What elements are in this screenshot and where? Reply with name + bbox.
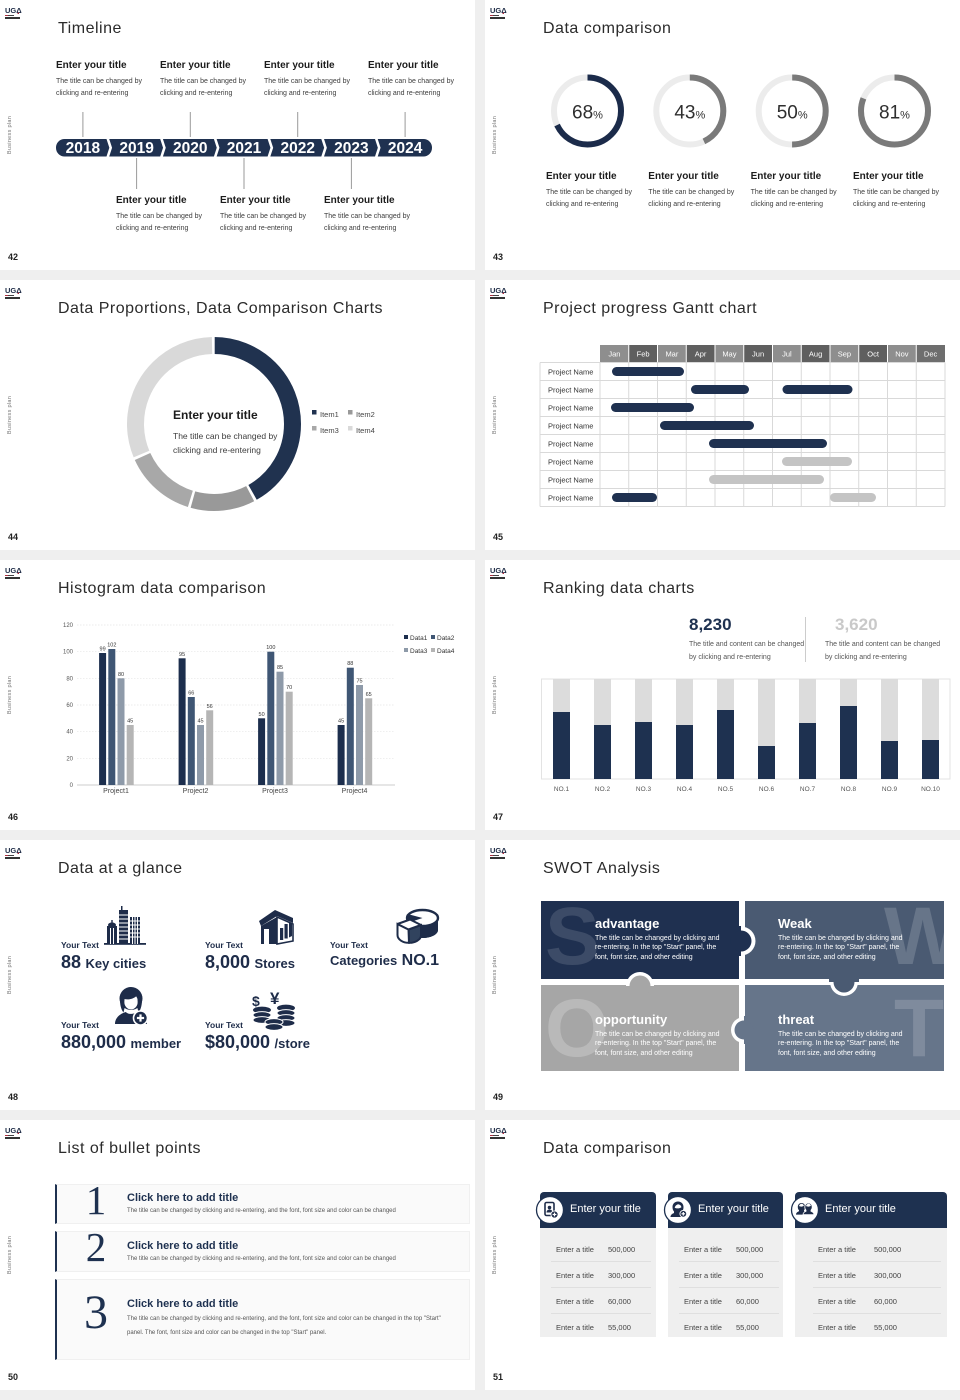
svg-text:66: 66 [188,691,194,697]
svg-text:Project Name: Project Name [548,476,593,485]
svg-text:Project2: Project2 [183,788,209,795]
svg-text:Mar: Mar [665,350,678,359]
svg-text:65: 65 [366,692,372,698]
svg-text:Project1: Project1 [103,788,129,795]
svg-text:Data2: Data2 [437,635,455,642]
svg-text:2021: 2021 [227,140,262,157]
svg-text:45: 45 [127,719,133,725]
svg-text:NO.7: NO.7 [800,786,816,793]
svg-text:Project Name: Project Name [548,440,593,449]
svg-text:Jan: Jan [608,350,620,359]
svg-text:Nov: Nov [895,350,909,359]
svg-text:85: 85 [277,665,283,671]
svg-text:50%: 50% [777,103,808,124]
svg-text:120: 120 [63,623,74,629]
svg-text:Project4: Project4 [342,788,368,795]
svg-text:80: 80 [66,676,73,682]
svg-text:NO.3: NO.3 [636,786,652,793]
svg-text:NO.9: NO.9 [882,786,898,793]
svg-text:56: 56 [207,704,213,710]
svg-text:100: 100 [266,645,275,651]
svg-text:Item4: Item4 [356,426,375,435]
svg-text:Data1: Data1 [410,635,428,642]
svg-text:Project Name: Project Name [548,494,593,503]
svg-text:0: 0 [70,783,74,789]
svg-text:2018: 2018 [66,140,101,157]
svg-text:Data4: Data4 [437,648,455,655]
svg-text:60: 60 [66,703,73,709]
svg-text:¥: ¥ [270,992,280,1008]
svg-text:Jun: Jun [752,350,764,359]
svg-text:Oct: Oct [867,350,880,359]
svg-text:Item1: Item1 [320,410,339,419]
svg-text:May: May [722,350,736,359]
svg-text:NO.6: NO.6 [759,786,775,793]
svg-text:Project3: Project3 [262,788,288,795]
svg-text:O: O [545,983,609,1074]
svg-text:88: 88 [347,661,353,667]
svg-text:100: 100 [63,650,74,656]
svg-text:2022: 2022 [280,140,314,157]
svg-text:2023: 2023 [334,140,369,157]
svg-text:$: $ [252,993,260,1009]
svg-text:NO.1: NO.1 [554,786,570,793]
svg-text:Project Name: Project Name [548,368,593,377]
svg-text:99: 99 [100,647,106,653]
svg-text:Sep: Sep [838,350,851,359]
svg-text:2024: 2024 [388,140,423,157]
svg-text:Item3: Item3 [320,426,339,435]
svg-text:Project Name: Project Name [548,458,593,467]
svg-text:102: 102 [107,643,116,649]
svg-text:NO.5: NO.5 [718,786,734,793]
svg-text:W: W [884,891,960,982]
svg-text:Dec: Dec [924,350,938,359]
svg-text:68%: 68% [572,103,603,124]
svg-text:20: 20 [66,756,73,762]
svg-text:40: 40 [66,730,73,736]
svg-text:Apr: Apr [695,350,707,359]
svg-text:2020: 2020 [173,140,207,157]
svg-text:T: T [894,983,944,1074]
svg-text:2019: 2019 [119,140,154,157]
svg-text:S: S [545,891,600,982]
svg-text:Feb: Feb [637,350,650,359]
svg-text:Aug: Aug [809,350,822,359]
svg-text:45: 45 [338,719,344,725]
svg-text:81%: 81% [879,103,910,124]
svg-text:50: 50 [259,712,265,718]
svg-text:Data3: Data3 [410,648,428,655]
svg-text:NO.2: NO.2 [595,786,611,793]
svg-text:70: 70 [286,685,292,691]
svg-text:NO.4: NO.4 [677,786,693,793]
svg-text:Item2: Item2 [356,410,375,419]
svg-text:NO.8: NO.8 [841,786,857,793]
svg-text:Project Name: Project Name [548,422,593,431]
svg-text:45: 45 [197,719,203,725]
svg-text:43%: 43% [674,103,705,124]
svg-text:80: 80 [118,672,124,678]
svg-text:95: 95 [179,652,185,658]
svg-text:Jul: Jul [782,350,792,359]
svg-text:NO.10: NO.10 [921,786,940,793]
svg-text:75: 75 [356,679,362,685]
svg-text:Project Name: Project Name [548,386,593,395]
svg-text:Project Name: Project Name [548,404,593,413]
